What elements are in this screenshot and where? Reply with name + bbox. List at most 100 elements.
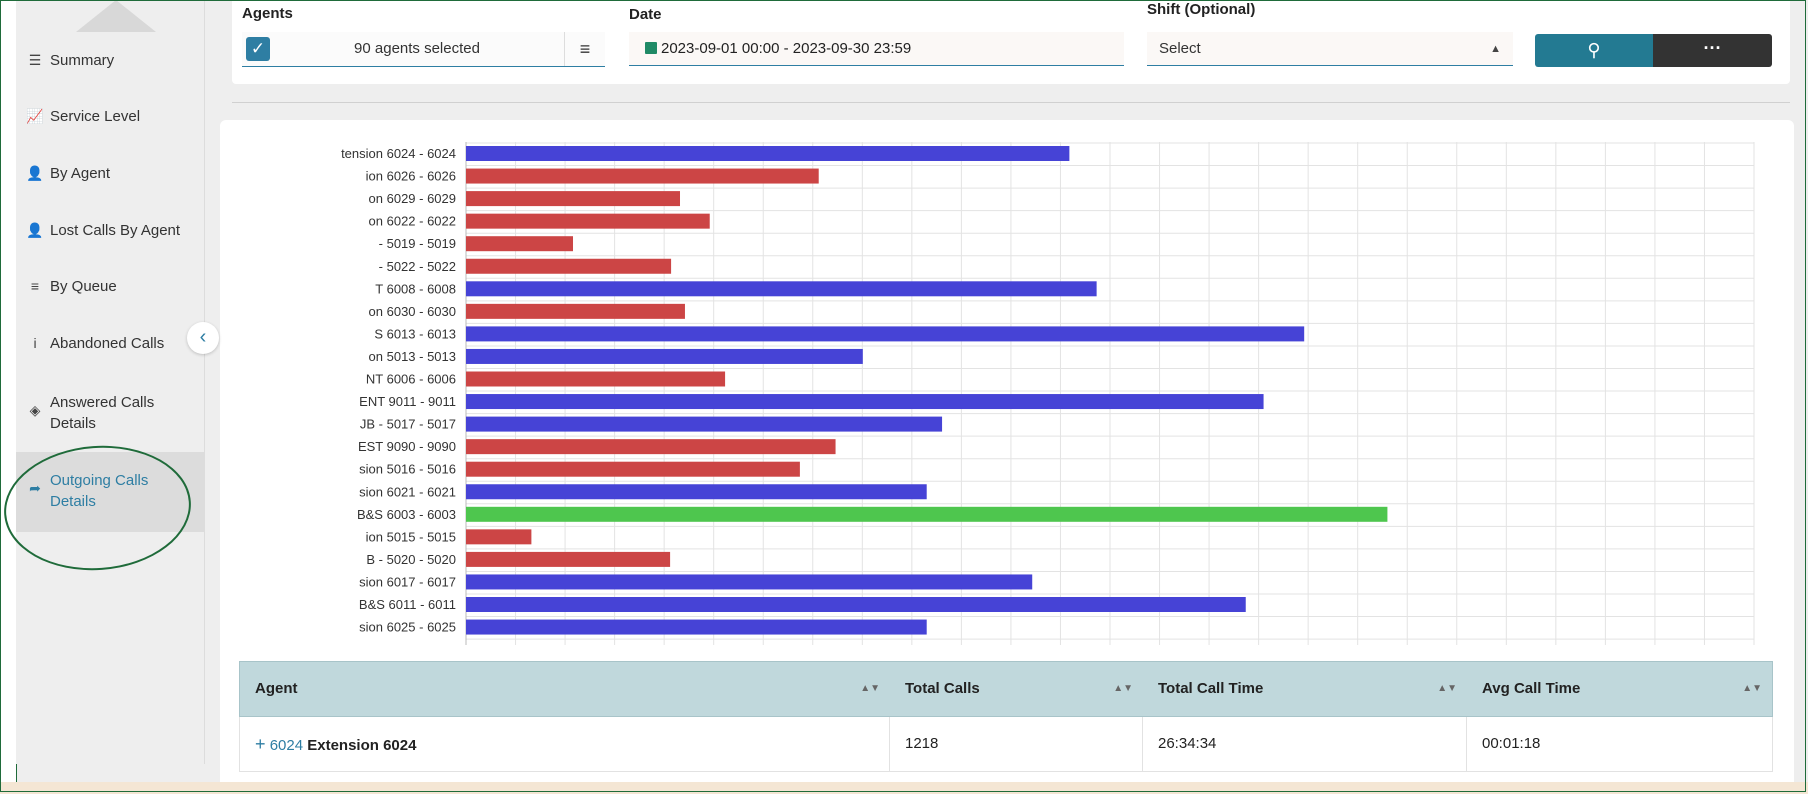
chart-bar[interactable]	[466, 461, 800, 477]
sort-icon[interactable]: ▲▼	[1437, 683, 1457, 694]
collapse-sidebar-button[interactable]: ‹	[187, 322, 219, 354]
sidebar-item-answered-calls-details[interactable]: ◈ Answered Calls Details	[16, 392, 204, 442]
chart-bar[interactable]	[466, 236, 574, 252]
chart-category-label: on 5013 - 5013	[369, 349, 456, 364]
agent-name: Extension 6024	[307, 737, 417, 754]
total-call-time-cell: 26:34:34	[1143, 717, 1467, 771]
chart-bar[interactable]	[466, 439, 836, 455]
sidebar-item-by-queue[interactable]: ≡ By Queue	[16, 278, 204, 306]
sidebar-item-label: Answered Calls Details	[50, 394, 155, 432]
column-header-label: Total Calls	[905, 680, 980, 697]
more-options-button[interactable]: ···	[1653, 34, 1772, 67]
chart-bar[interactable]	[466, 168, 819, 184]
chart-bar[interactable]	[466, 506, 1388, 522]
hamburger-icon: ≡	[579, 39, 591, 59]
chart-category-label: T 6008 - 6008	[375, 281, 456, 296]
sidebar-item-summary[interactable]: ☰ Summary	[16, 52, 204, 80]
shift-select-value: Select	[1159, 40, 1201, 57]
shift-select[interactable]: Select ▲	[1147, 32, 1513, 66]
column-header-total-calls[interactable]: Total Calls ▲▼	[890, 662, 1143, 716]
chart-bar[interactable]	[466, 146, 1070, 161]
column-header-label: Avg Call Time	[1482, 680, 1581, 697]
layers-icon: ◈	[29, 402, 41, 418]
chart-category-label: - 5019 - 5019	[379, 236, 456, 251]
sort-icon[interactable]: ▲▼	[860, 683, 880, 694]
chart-bar[interactable]	[466, 597, 1246, 612]
more-options-label: ···	[1703, 38, 1722, 58]
search-icon: ⚲	[1587, 40, 1601, 60]
chart-category-label: on 6022 - 6022	[369, 214, 456, 229]
agents-selector[interactable]: ✓ 90 agents selected ≡	[242, 32, 605, 67]
chart-category-label: tension 6024 - 6024	[341, 146, 456, 161]
checkbox-icon[interactable]: ✓	[246, 37, 270, 61]
search-button[interactable]: ⚲	[1535, 34, 1653, 67]
sidebar-item-by-agent[interactable]: 👤 By Agent	[16, 165, 204, 193]
bottom-strip	[0, 782, 1808, 794]
chart-category-label: JB - 5017 - 5017	[360, 417, 456, 432]
total-calls-cell: 1218	[890, 717, 1143, 771]
chart-category-label: ion 5015 - 5015	[366, 529, 456, 544]
chart-bar[interactable]	[466, 348, 863, 364]
column-header-total-call-time[interactable]: Total Call Time ▲▼	[1143, 662, 1467, 716]
sidebar-item-lost-calls-by-agent[interactable]: 👤 Lost Calls By Agent	[16, 222, 204, 250]
chart-bar[interactable]	[466, 191, 681, 207]
sidebar-item-service-level[interactable]: 📈 Service Level	[16, 108, 204, 136]
calendar-icon	[645, 42, 657, 54]
sidebar-item-label: Service Level	[50, 108, 141, 125]
select-arrows-icon: ▲	[1490, 43, 1501, 55]
chart-bar[interactable]	[466, 281, 1097, 297]
agents-selected-text: 90 agents selected	[354, 40, 480, 57]
chart-bar[interactable]	[466, 258, 672, 274]
chart-bars	[466, 146, 1388, 635]
sort-icon[interactable]: ▲▼	[1742, 683, 1762, 694]
logo	[76, 0, 156, 32]
chart-bar[interactable]	[466, 394, 1264, 410]
chart-category-label: EST 9090 - 9090	[358, 439, 456, 454]
chart-bar[interactable]	[466, 416, 943, 432]
date-label: Date	[629, 6, 662, 23]
shift-label: Shift (Optional)	[1147, 1, 1256, 18]
sidebar-item-label: Summary	[50, 52, 115, 69]
info-icon: i	[33, 335, 37, 351]
chart-category-label: on 6029 - 6029	[369, 191, 456, 206]
sidebar-item-label: By Queue	[50, 278, 117, 295]
expand-plus-icon[interactable]: +	[255, 734, 266, 754]
list-check-icon: ☰	[28, 52, 42, 68]
chart-bar[interactable]	[466, 371, 726, 387]
chart-category-label: B&S 6011 - 6011	[359, 597, 456, 612]
chart-bar[interactable]	[466, 303, 685, 319]
chart-bar[interactable]	[466, 213, 710, 229]
chart-category-label: on 6030 - 6030	[369, 304, 456, 319]
chart-bar[interactable]	[466, 619, 927, 635]
agents-label: Agents	[242, 5, 293, 22]
chart-bar[interactable]	[466, 484, 927, 500]
chart-category-label: sion 6025 - 6025	[359, 620, 456, 635]
chart-category-label: ENT 9011 - 9011	[359, 394, 456, 409]
chart-category-label: sion 5016 - 5016	[359, 462, 456, 477]
chart-bar[interactable]	[466, 551, 671, 567]
window-left-edge	[0, 0, 17, 794]
column-header-agent[interactable]: Agent ▲▼	[240, 662, 890, 716]
chart-bar[interactable]	[466, 529, 532, 545]
chart-category-label: B&S 6003 - 6003	[357, 507, 456, 522]
agent-table: Agent ▲▼ Total Calls ▲▼ Total Call Time ▲▼ …	[239, 661, 1773, 772]
sidebar-item-label: By Agent	[50, 165, 111, 182]
table-header: Agent ▲▼ Total Calls ▲▼ Total Call Time ▲▼ …	[239, 661, 1773, 717]
date-range-input[interactable]: 2023-09-01 00:00 - 2023-09-30 23:59	[629, 32, 1124, 66]
chart-category-label: - 5022 - 5022	[379, 259, 456, 274]
chart-category-label: S 6013 - 6013	[374, 326, 456, 341]
chart-category-label: B - 5020 - 5020	[366, 552, 456, 567]
sidebar-item-outgoing-calls-details[interactable]: ➦ Outgoing Calls Details	[16, 452, 204, 532]
chart-bar[interactable]	[466, 326, 1305, 342]
divider	[232, 102, 1790, 103]
user-x-icon: 👤	[26, 222, 44, 238]
sort-icon[interactable]: ▲▼	[1113, 683, 1133, 694]
agent-extension-link[interactable]: 6024	[269, 737, 304, 754]
agents-menu-button[interactable]: ≡	[564, 32, 605, 66]
chart-category-label: sion 6017 - 6017	[359, 574, 456, 589]
chart-bar[interactable]	[466, 574, 1033, 590]
user-arrow-icon: 👤	[26, 165, 44, 181]
column-header-avg-call-time[interactable]: Avg Call Time ▲▼	[1467, 662, 1772, 716]
sidebar-item-abandoned-calls[interactable]: i Abandoned Calls	[16, 335, 204, 363]
agent-cell: + 6024 Extension 6024	[240, 717, 890, 771]
